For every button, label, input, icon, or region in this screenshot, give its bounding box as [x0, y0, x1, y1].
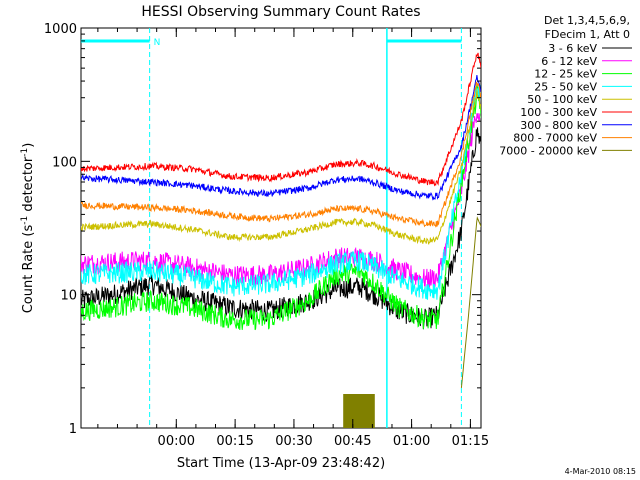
x-tick-label: 00:45: [334, 434, 371, 449]
series-line: [81, 81, 481, 228]
legend-entry-label: 300 - 800 keV: [520, 119, 597, 132]
x-axis: 00:00 00:15 00:30 00:45 01:00 01:15: [97, 28, 489, 449]
legend-entry-label: 12 - 25 keV: [534, 68, 597, 81]
legend-entry-label: 800 - 7000 keV: [513, 132, 597, 145]
legend-entry-label: 50 - 100 keV: [527, 93, 597, 106]
legend: Det 1,3,4,5,6,9, FDecim 1, Att 0 3 - 6 k…: [499, 14, 632, 157]
series-line: [460, 216, 481, 388]
saa-label: N: [154, 38, 161, 48]
x-tick-label: 00:30: [275, 434, 312, 449]
burst-segment: [343, 394, 375, 428]
x-tick-label: 01:15: [452, 434, 489, 449]
y-axis-label: Count Rate (s-1 detector-1): [20, 143, 36, 314]
legend-entry-label: 7000 - 20000 keV: [499, 144, 597, 157]
series-line: [81, 75, 481, 201]
x-tick-label: 00:15: [216, 434, 253, 449]
legend-entry-label: 100 - 300 keV: [520, 106, 597, 119]
legend-entry-label: 3 - 6 keV: [548, 42, 597, 55]
y-tick-label: 1: [69, 422, 77, 437]
y-axis: 1 10 100 1000: [44, 22, 481, 437]
series-line: [81, 90, 481, 245]
x-tick-label: 01:00: [393, 434, 430, 449]
y-tick-label: 100: [52, 155, 77, 170]
x-axis-label: Start Time (13-Apr-09 23:48:42): [177, 456, 385, 471]
timestamp: 4-Mar-2010 08:15: [565, 467, 636, 476]
plot-area: [80, 27, 482, 429]
orbit-markers: N: [81, 28, 462, 428]
legend-entry-label: 25 - 50 keV: [534, 80, 597, 93]
series-layer: [81, 52, 481, 428]
legend-header-2: FDecim 1, Att 0: [545, 28, 630, 41]
x-tick-label: 00:00: [158, 434, 195, 449]
y-tick-label: 1000: [44, 22, 77, 37]
legend-entry-label: 6 - 12 keV: [541, 55, 597, 68]
chart-title: HESSI Observing Summary Count Rates: [141, 4, 420, 20]
series-line: [81, 84, 481, 300]
legend-header-1: Det 1,3,4,5,6,9,: [544, 14, 630, 27]
series-line: [81, 85, 481, 331]
y-tick-label: 10: [60, 289, 77, 304]
series-line: [81, 52, 481, 187]
